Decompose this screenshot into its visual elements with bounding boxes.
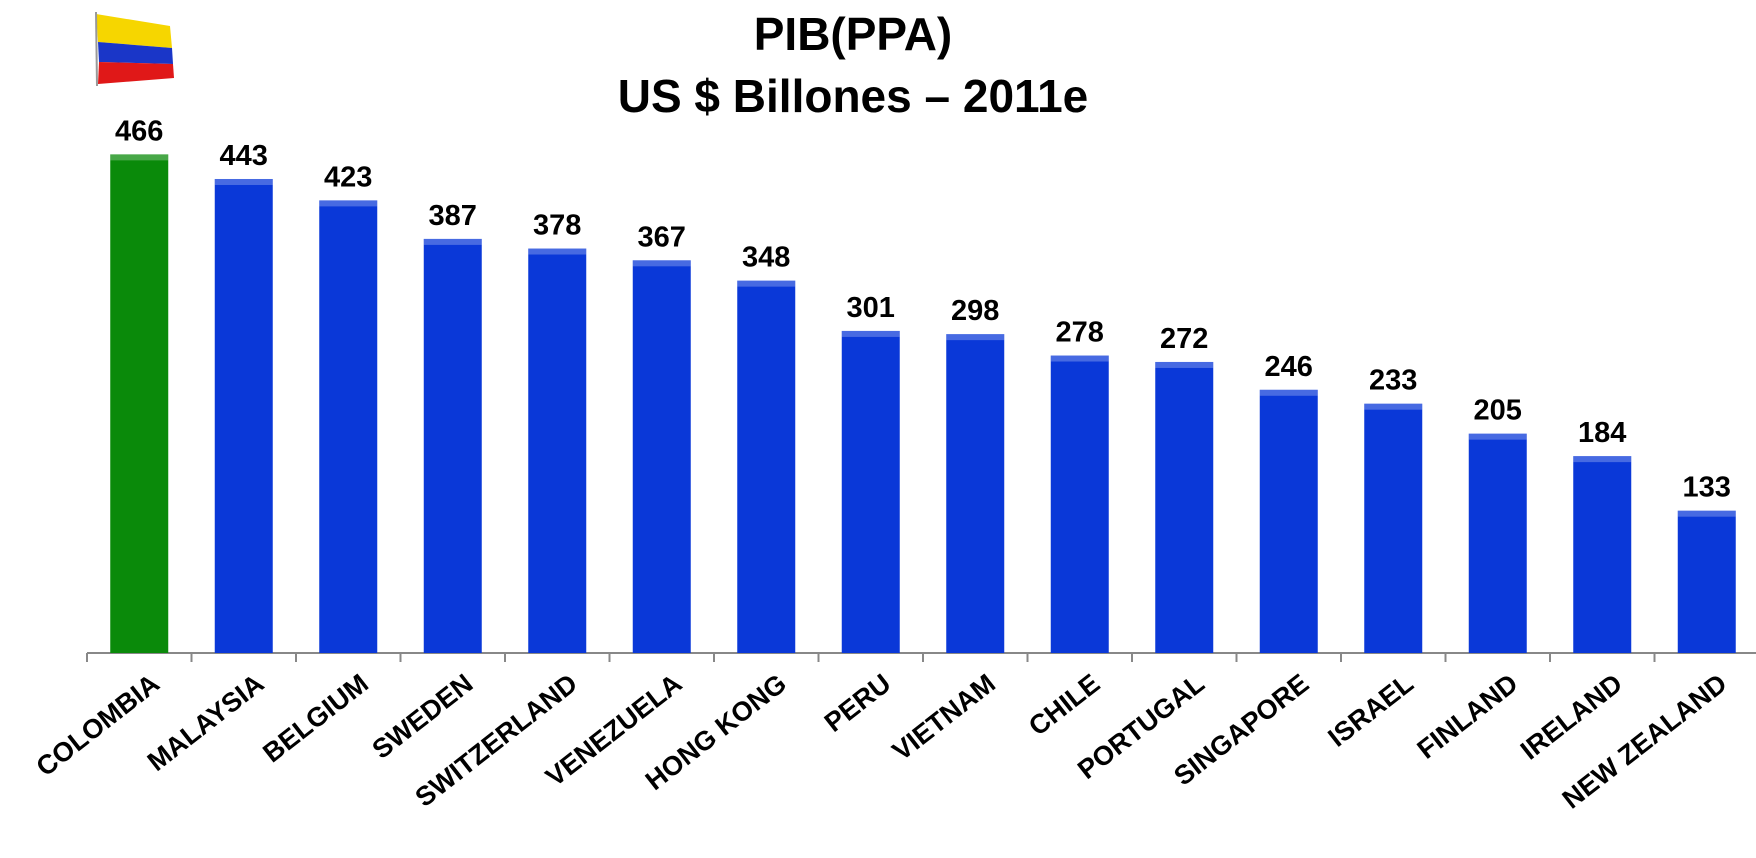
x-tick-label: ISRAEL: [1322, 668, 1418, 753]
value-label: 246: [1265, 351, 1313, 383]
value-label: 387: [429, 200, 477, 232]
flag: [95, 11, 174, 87]
value-label: 233: [1369, 365, 1417, 397]
value-label: 133: [1683, 472, 1731, 504]
bar: [1155, 361, 1214, 653]
bar-cap: [214, 178, 273, 185]
bar-cap: [110, 154, 169, 161]
bar-cap: [1468, 433, 1527, 440]
bar-cap: [1259, 389, 1318, 396]
bar: [1468, 433, 1527, 653]
bar: [319, 200, 378, 653]
x-tick-label: COLOMBIA: [31, 668, 165, 782]
bar-cap: [1677, 510, 1736, 517]
chart-subtitle: US $ Billones – 2011e: [618, 70, 1089, 122]
bar: [1573, 456, 1632, 653]
bar-cap: [423, 238, 482, 245]
value-label: 443: [220, 140, 268, 172]
x-tick-label: PERU: [819, 668, 897, 738]
value-label: 367: [638, 221, 686, 253]
value-label: 272: [1160, 323, 1208, 355]
value-label: 278: [1056, 317, 1104, 349]
value-label: 378: [533, 210, 581, 242]
value-label: 298: [951, 295, 999, 327]
x-tick-label: MALAYSIA: [142, 668, 270, 777]
bar: [1364, 403, 1423, 653]
x-tick-label: VIETNAM: [887, 668, 1001, 766]
bar-cap: [1364, 403, 1423, 410]
bar: [946, 334, 1005, 653]
value-label: 466: [115, 115, 163, 147]
bar-cap: [737, 280, 796, 287]
bar-cap: [528, 248, 587, 255]
bar: [737, 280, 796, 653]
bar-cap: [946, 334, 1005, 341]
value-label: 348: [742, 242, 790, 274]
value-label: 184: [1578, 417, 1626, 449]
value-label: 423: [324, 161, 372, 193]
x-tick-label: BELGIUM: [257, 668, 374, 768]
bar: [214, 178, 273, 654]
bar: [632, 260, 691, 653]
bar: [1259, 389, 1318, 653]
bar: [528, 248, 587, 654]
bar-cap: [1155, 361, 1214, 368]
chart-title: PIB(PPA): [754, 8, 953, 60]
bar: [110, 154, 169, 653]
bar-cap: [1573, 456, 1632, 463]
x-tick-label: CHILE: [1023, 668, 1105, 742]
bar: [423, 238, 482, 653]
value-label: 205: [1474, 395, 1522, 427]
bar: [841, 330, 900, 653]
bar-cap: [841, 330, 900, 337]
bar: [1677, 510, 1736, 653]
bar-cap: [632, 260, 691, 267]
value-label: 301: [847, 292, 895, 324]
bar: [1050, 355, 1109, 653]
x-tick-label: FINLAND: [1412, 668, 1524, 765]
bar-cap: [319, 200, 378, 207]
bar-cap: [1050, 355, 1109, 362]
